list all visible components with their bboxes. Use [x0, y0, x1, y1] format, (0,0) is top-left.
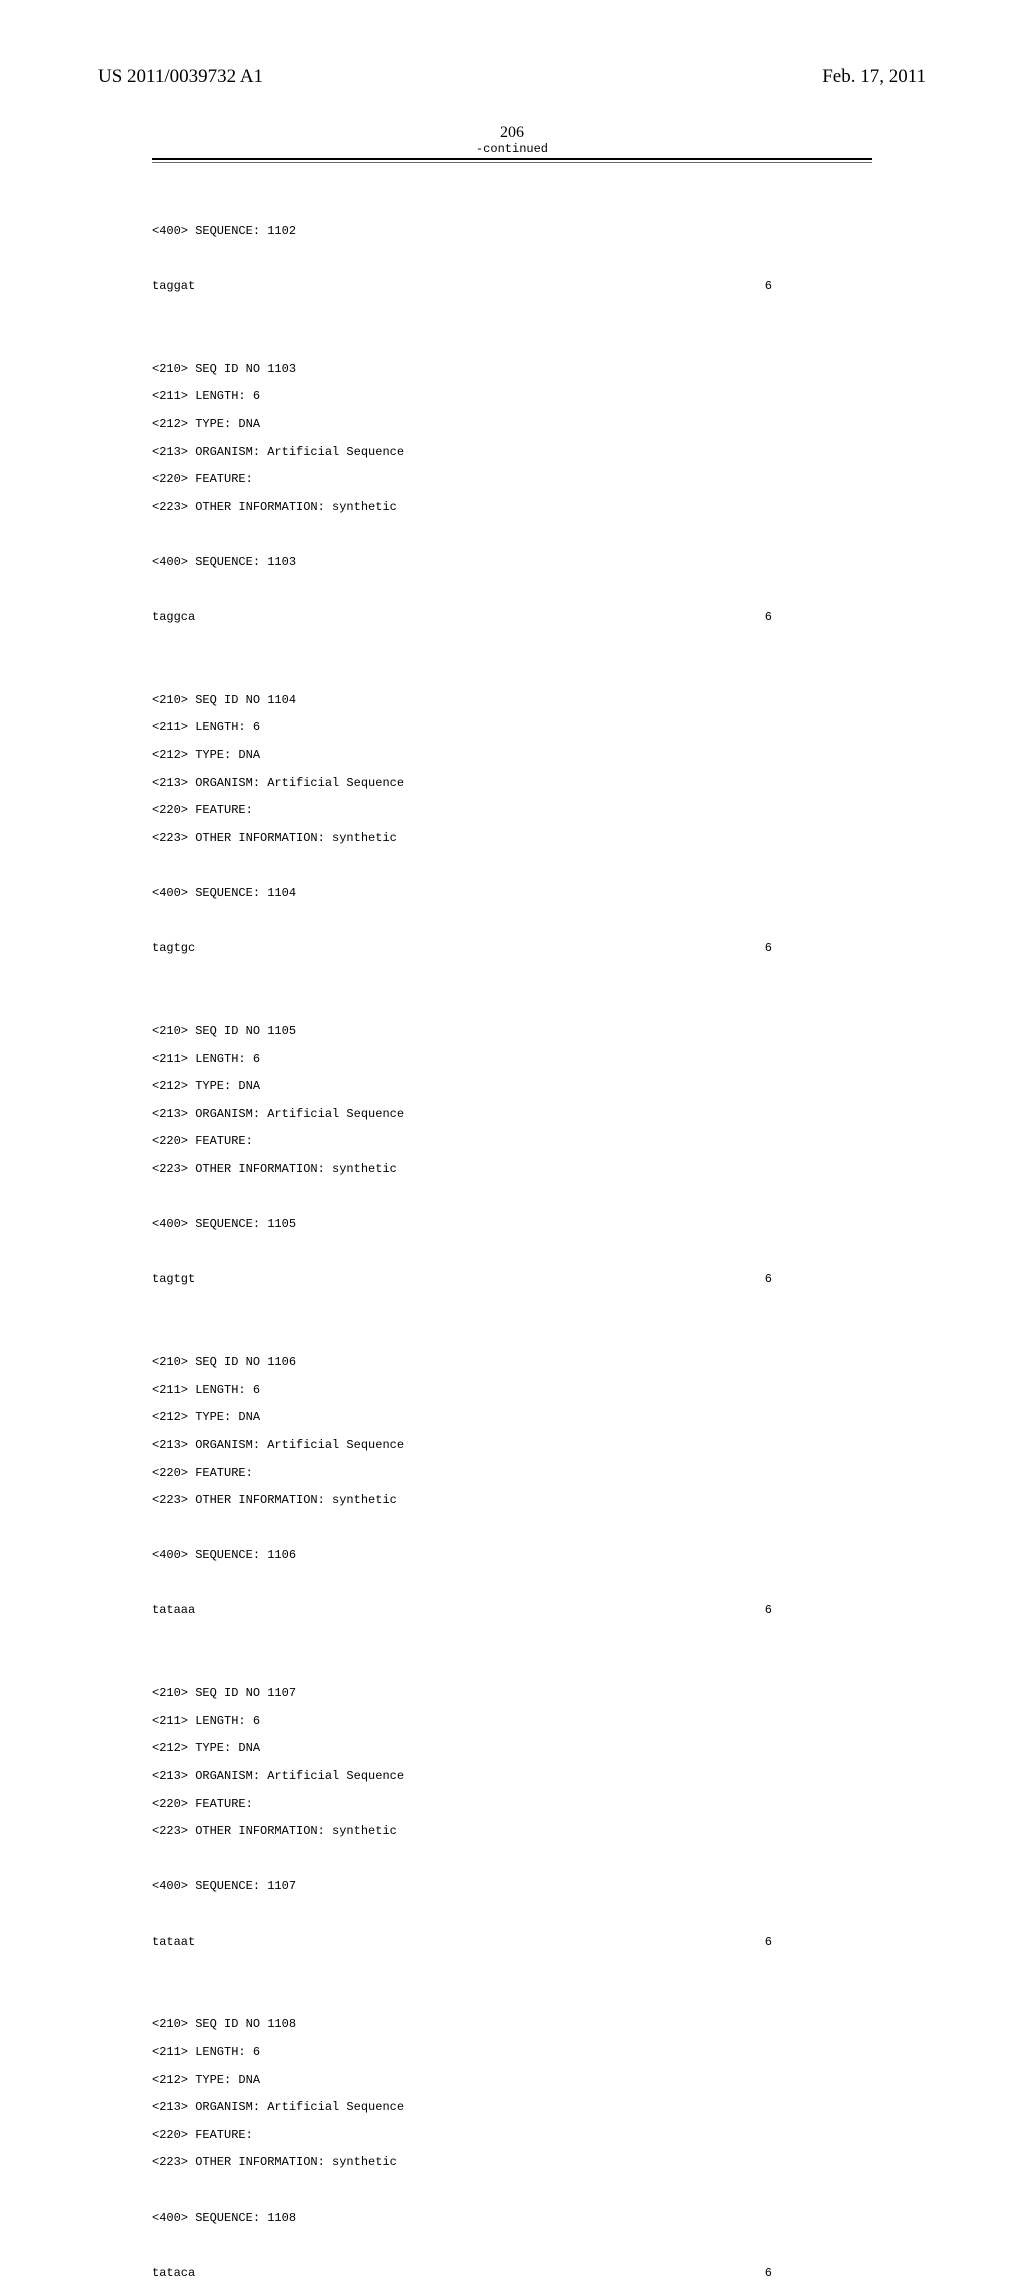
header-line: <213> ORGANISM: Artificial Sequence	[152, 1770, 872, 1784]
seq-line: <400> SEQUENCE: 1107	[152, 1880, 872, 1894]
header-line: <211> LENGTH: 6	[152, 1053, 872, 1067]
header-line: <223> OTHER INFORMATION: synthetic	[152, 832, 872, 846]
blank	[152, 666, 872, 680]
blank	[152, 639, 872, 653]
header-line: <223> OTHER INFORMATION: synthetic	[152, 1494, 872, 1508]
header-line: <211> LENGTH: 6	[152, 1715, 872, 1729]
page-number: 206	[0, 124, 1024, 142]
blank	[152, 1522, 872, 1536]
header-line: <210> SEQ ID NO 1103	[152, 363, 872, 377]
blank	[152, 1577, 872, 1591]
continued-label: -continued	[0, 142, 1024, 156]
blank	[152, 2239, 872, 2253]
blank	[152, 335, 872, 349]
header-line: <220> FEATURE:	[152, 473, 872, 487]
header-line: <211> LENGTH: 6	[152, 390, 872, 404]
header-line: <213> ORGANISM: Artificial Sequence	[152, 2101, 872, 2115]
seq-line: <400> SEQUENCE: 1105	[152, 1218, 872, 1232]
sequence-row: tataaa 6	[152, 1604, 772, 1618]
sequence-row: taggca 6	[152, 611, 772, 625]
blank	[152, 584, 872, 598]
blank	[152, 252, 872, 266]
sequence-length: 6	[765, 1273, 772, 1287]
header-line: <212> TYPE: DNA	[152, 1080, 872, 1094]
sequence-length: 6	[765, 942, 772, 956]
header-line: <212> TYPE: DNA	[152, 2074, 872, 2088]
publication-number: US 2011/0039732 A1	[98, 66, 263, 88]
blank	[152, 1246, 872, 1260]
header-line: <220> FEATURE:	[152, 1135, 872, 1149]
sequence-length: 6	[765, 1604, 772, 1618]
header-line: <220> FEATURE:	[152, 804, 872, 818]
header-line: <210> SEQ ID NO 1106	[152, 1356, 872, 1370]
seq-line: <400> SEQUENCE: 1108	[152, 2212, 872, 2226]
publication-date: Feb. 17, 2011	[822, 66, 926, 88]
blank	[152, 528, 872, 542]
header-line: <223> OTHER INFORMATION: synthetic	[152, 1825, 872, 1839]
sequence-row: tagtgc 6	[152, 942, 772, 956]
seq-line: <400> SEQUENCE: 1103	[152, 556, 872, 570]
header-line: <223> OTHER INFORMATION: synthetic	[152, 1163, 872, 1177]
blank	[152, 1991, 872, 2005]
sequence-length: 6	[765, 1936, 772, 1950]
sequence-text: tataaa	[152, 1604, 195, 1618]
header-line: <220> FEATURE:	[152, 2129, 872, 2143]
header-line: <213> ORGANISM: Artificial Sequence	[152, 1108, 872, 1122]
blank	[152, 1660, 872, 1674]
header-line: <223> OTHER INFORMATION: synthetic	[152, 2156, 872, 2170]
sequence-length: 6	[765, 2267, 772, 2281]
sequence-text: tagtgc	[152, 942, 195, 956]
blank	[152, 859, 872, 873]
seq-line: <400> SEQUENCE: 1104	[152, 887, 872, 901]
header-line: <212> TYPE: DNA	[152, 749, 872, 763]
header-line: <212> TYPE: DNA	[152, 1742, 872, 1756]
blank	[152, 1963, 872, 1977]
seq-line: <400> SEQUENCE: 1102	[152, 225, 872, 239]
sequence-row: tataca 6	[152, 2267, 772, 2281]
header-line: <213> ORGANISM: Artificial Sequence	[152, 777, 872, 791]
sequence-text: taggat	[152, 280, 195, 294]
header-line: <220> FEATURE:	[152, 1798, 872, 1812]
blank	[152, 970, 872, 984]
sequence-row: tagtgt 6	[152, 1273, 772, 1287]
blank	[152, 1191, 872, 1205]
blank	[152, 997, 872, 1011]
header-line: <213> ORGANISM: Artificial Sequence	[152, 446, 872, 460]
header-line: <212> TYPE: DNA	[152, 418, 872, 432]
sequence-row: tataat 6	[152, 1936, 772, 1950]
header-line: <210> SEQ ID NO 1104	[152, 694, 872, 708]
sequence-text: tataat	[152, 1936, 195, 1950]
header-line: <210> SEQ ID NO 1108	[152, 2018, 872, 2032]
rule-thin	[152, 162, 872, 163]
blank	[152, 915, 872, 929]
blank	[152, 1908, 872, 1922]
sequence-text: taggca	[152, 611, 195, 625]
blank	[152, 1329, 872, 1343]
header-line: <211> LENGTH: 6	[152, 1384, 872, 1398]
header-line: <212> TYPE: DNA	[152, 1411, 872, 1425]
blank	[152, 2184, 872, 2198]
header-line: <211> LENGTH: 6	[152, 2046, 872, 2060]
sequence-listing: <400> SEQUENCE: 1102 taggat 6 <210> SEQ I…	[152, 211, 872, 2294]
sequence-text: tagtgt	[152, 1273, 195, 1287]
header-line: <211> LENGTH: 6	[152, 721, 872, 735]
page-header: US 2011/0039732 A1 Feb. 17, 2011	[0, 0, 1024, 88]
header-line: <210> SEQ ID NO 1107	[152, 1687, 872, 1701]
sequence-length: 6	[765, 611, 772, 625]
header-line: <210> SEQ ID NO 1105	[152, 1025, 872, 1039]
header-line: <223> OTHER INFORMATION: synthetic	[152, 501, 872, 515]
sequence-text: tataca	[152, 2267, 195, 2281]
blank	[152, 308, 872, 322]
rule-heavy	[152, 158, 872, 160]
sequence-row: taggat 6	[152, 280, 772, 294]
seq-line: <400> SEQUENCE: 1106	[152, 1549, 872, 1563]
sequence-length: 6	[765, 280, 772, 294]
blank	[152, 1301, 872, 1315]
blank	[152, 1853, 872, 1867]
header-line: <213> ORGANISM: Artificial Sequence	[152, 1439, 872, 1453]
blank	[152, 1632, 872, 1646]
header-line: <220> FEATURE:	[152, 1467, 872, 1481]
